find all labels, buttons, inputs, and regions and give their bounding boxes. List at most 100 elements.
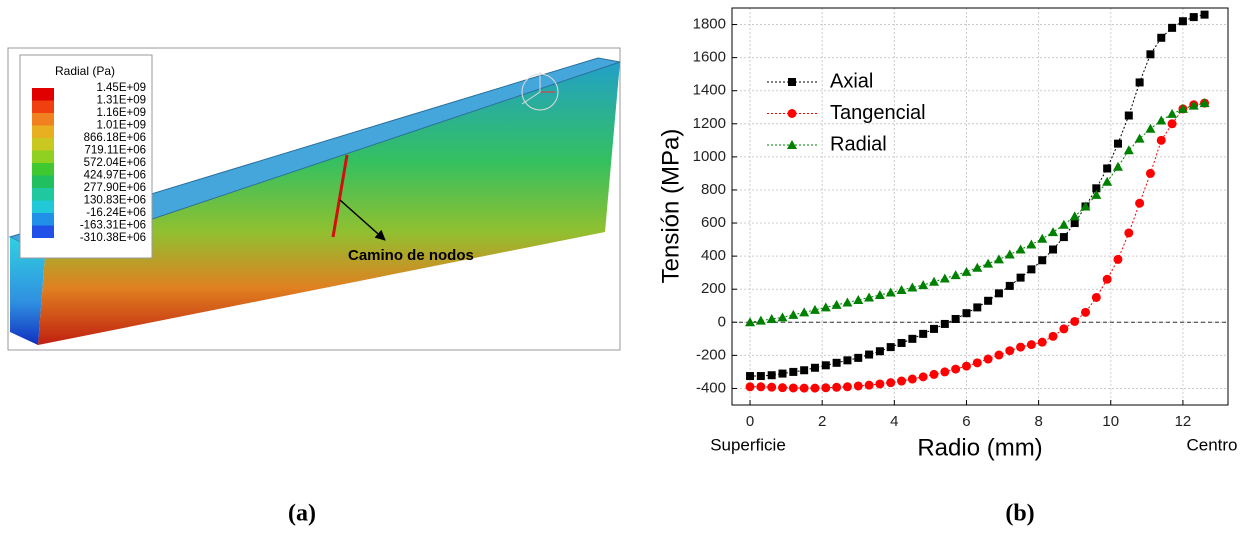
- point: [854, 381, 863, 390]
- x-end-label: Superficie: [710, 435, 786, 454]
- point: [1146, 169, 1155, 178]
- y-axis-title: Tensión (MPa): [657, 129, 684, 284]
- colorbar-swatch: [32, 163, 54, 176]
- point: [940, 367, 949, 376]
- point: [1005, 249, 1015, 258]
- point: [929, 277, 939, 286]
- point: [811, 364, 819, 372]
- point: [843, 382, 852, 391]
- legend-label: Tangencial: [830, 102, 926, 124]
- colorbar-label: 1.16E+09: [96, 107, 146, 119]
- point: [779, 370, 787, 378]
- legend-marker: [788, 109, 797, 118]
- point: [1005, 346, 1014, 355]
- point: [1059, 324, 1068, 333]
- point: [842, 297, 852, 306]
- y-tick-label: 1800: [693, 16, 726, 33]
- point: [941, 320, 949, 328]
- point: [962, 309, 970, 317]
- point: [1114, 140, 1122, 148]
- y-tick-label: 200: [701, 280, 726, 297]
- point: [952, 315, 960, 323]
- point: [788, 310, 798, 319]
- point: [887, 343, 895, 351]
- point: [768, 371, 776, 379]
- point: [1125, 112, 1133, 120]
- y-tick-label: 1400: [693, 82, 726, 99]
- point: [1103, 164, 1111, 172]
- colorbar-label: -310.38E+06: [80, 232, 146, 244]
- colorbar-label: 130.83E+06: [84, 195, 146, 207]
- colorbar-swatch: [32, 126, 54, 139]
- point: [973, 358, 982, 367]
- point: [940, 273, 950, 282]
- point: [897, 377, 906, 386]
- point: [994, 351, 1003, 360]
- colorbar-label: 719.11E+06: [85, 145, 147, 157]
- colorbar-swatch: [32, 188, 54, 201]
- point: [984, 355, 993, 364]
- point: [919, 372, 928, 381]
- point: [1081, 308, 1090, 317]
- point: [1168, 24, 1176, 32]
- point: [1113, 162, 1123, 171]
- y-tick-label: 1000: [693, 148, 726, 165]
- y-tick-label: 1600: [693, 49, 726, 66]
- point: [800, 384, 809, 393]
- point: [919, 330, 927, 338]
- colorbar-swatch: [32, 213, 54, 226]
- point: [1059, 220, 1069, 229]
- plot-frame: [732, 8, 1228, 405]
- colorbar-swatch: [32, 88, 54, 101]
- legend-label: Radial: [830, 133, 887, 155]
- point: [1070, 317, 1079, 326]
- y-tick-label: -200: [696, 346, 726, 363]
- point: [1124, 228, 1133, 237]
- point: [865, 351, 873, 359]
- point: [908, 335, 916, 343]
- point: [832, 300, 842, 309]
- point: [1145, 124, 1155, 133]
- colorbar-label: 1.01E+09: [96, 120, 146, 132]
- point: [1060, 233, 1068, 241]
- point: [1135, 199, 1144, 208]
- point: [843, 356, 851, 364]
- point: [756, 316, 766, 325]
- point: [973, 303, 981, 311]
- x-tick-label: 4: [890, 413, 898, 430]
- colorbar-label: 277.90E+06: [84, 182, 146, 194]
- point: [1190, 13, 1198, 21]
- x-tick-label: 12: [1175, 413, 1192, 430]
- colorbar-swatch: [32, 226, 54, 239]
- colorbar-swatch: [32, 151, 54, 164]
- point: [853, 295, 863, 304]
- colorbar-swatch: [32, 113, 54, 126]
- y-tick-label: 0: [718, 313, 726, 330]
- point: [865, 381, 874, 390]
- y-tick-label: 800: [701, 181, 726, 198]
- colorbar-swatch: [32, 201, 54, 214]
- colorbar-swatch: [32, 138, 54, 151]
- point: [1026, 240, 1036, 249]
- point: [1037, 234, 1047, 243]
- point: [930, 325, 938, 333]
- point: [918, 280, 928, 289]
- point: [789, 368, 797, 376]
- point: [800, 366, 808, 374]
- point: [1027, 265, 1035, 273]
- point: [1179, 17, 1187, 25]
- point: [1124, 145, 1134, 154]
- point: [875, 379, 884, 388]
- point: [1146, 50, 1154, 58]
- point: [1201, 11, 1209, 19]
- point: [832, 383, 841, 392]
- panel-a: Camino de nodos Radial (Pa) 1.45E+091.31…: [8, 48, 620, 527]
- caption: (b): [1005, 501, 1034, 527]
- point: [951, 270, 961, 279]
- colorbar-swatch: [32, 176, 54, 189]
- y-tick-label: 1200: [693, 115, 726, 132]
- x-tick-label: 6: [962, 413, 970, 430]
- point: [984, 297, 992, 305]
- caption: (a): [288, 501, 316, 527]
- point: [1135, 134, 1145, 143]
